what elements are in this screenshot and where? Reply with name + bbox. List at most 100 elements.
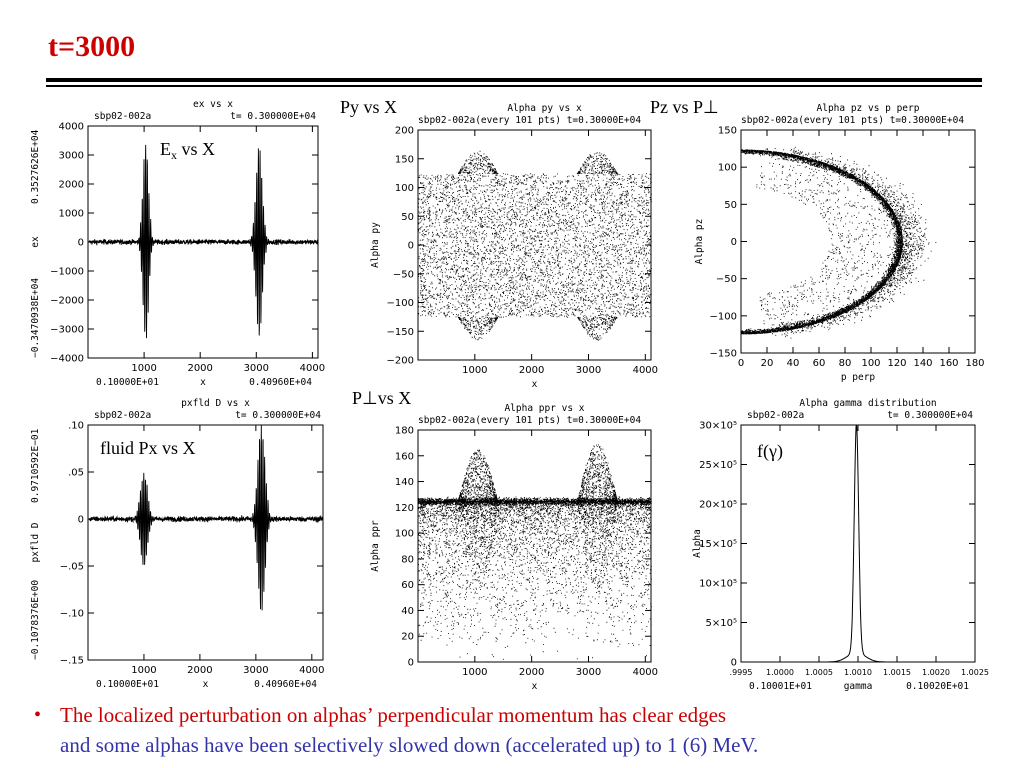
- y-tick-label: −.10: [60, 609, 84, 620]
- chart-header-run: sbp02-002a: [94, 111, 151, 122]
- y-tick-label: 40: [401, 606, 414, 617]
- y-tick-label: 200: [395, 126, 414, 137]
- y-tick-label: 4000: [59, 122, 84, 133]
- y-tick-label: 50: [724, 200, 737, 211]
- chart-fluid-px-vs-x: −.15 −.10 −.05 0 .05 .10 1000 2000 3000 4000 pxfld…: [30, 398, 325, 690]
- chart-header-time: t= 0.300000E+04: [887, 410, 973, 421]
- y-tick-label: 100: [718, 163, 737, 174]
- x-axis-label: x: [532, 379, 538, 390]
- x-tick-label: 20: [761, 358, 774, 369]
- chart-header-run: sbp02-002a: [747, 410, 804, 421]
- chart-header-time: t= 0.300000E+04: [235, 410, 321, 421]
- x-tick-label: 1.0025: [961, 668, 989, 677]
- x-tick-label: 1.0000: [766, 668, 794, 677]
- x-axis-label: x: [203, 679, 209, 690]
- y-tick-label: 60: [401, 580, 414, 591]
- x-tick-label: 3000: [243, 665, 268, 676]
- x-tick-label: 60: [813, 358, 826, 369]
- chart-pz-vs-pperp: −150 −100 −50 0 50 100 150 0 20 40 60 80 100 120 140 16…: [650, 97, 985, 383]
- y-min-value: −0.1078376E+00: [30, 580, 41, 660]
- x-axis-label: x: [532, 681, 538, 692]
- x-max-value: 0.40960E+04: [249, 377, 312, 388]
- x-tick-label: 3000: [576, 365, 601, 376]
- plot-frame: [417, 429, 652, 663]
- y-axis-label: pxfld D: [30, 522, 41, 562]
- y-tick-label: −200: [387, 356, 414, 367]
- title-rule-thick: [46, 78, 982, 82]
- y-axis-label: Alpha ppr: [370, 520, 381, 572]
- x-tick-label: 3000: [576, 667, 601, 678]
- y-tick-label: 0: [408, 241, 414, 252]
- x-tick-label: 1000: [462, 667, 487, 678]
- x-tick-label: 160: [939, 358, 958, 369]
- x-axis-label: p perp: [841, 372, 876, 383]
- chart-annotation: P⊥vs X: [352, 388, 411, 408]
- y-tick-label: 150: [718, 126, 737, 137]
- plots-canvas: −4000−3000−2000−100001000200030004000100…: [30, 97, 989, 692]
- x-tick-label: 180: [965, 358, 984, 369]
- y-tick-label: 0: [78, 515, 84, 526]
- x-min-value: 0.10000E+01: [96, 377, 159, 388]
- x-tick-label: 1000: [131, 665, 156, 676]
- y-tick-label: 0: [731, 658, 737, 669]
- y-tick-label: 0: [408, 658, 414, 669]
- y-tick-label: −.15: [60, 656, 84, 667]
- x-tick-label: 1000: [131, 363, 156, 374]
- chart-annotation: f(γ): [757, 441, 783, 462]
- y-tick-label: 20: [401, 632, 414, 643]
- chart-header-title: ex vs x: [193, 99, 233, 110]
- x-max-value: 0.10020E+01: [906, 681, 969, 692]
- x-tick-label: 40: [787, 358, 800, 369]
- y-tick-label: −3000: [50, 325, 84, 336]
- x-tick-label: 2000: [187, 363, 212, 374]
- chart-header-run: sbp02-002a(every 101 pts) t=0.30000E+04: [741, 115, 964, 126]
- y-tick-label: 150: [395, 154, 414, 165]
- y-max-value: 0.9710592E−01: [30, 428, 41, 503]
- chart-header-run: sbp02-002a(every 101 pts) t=0.30000E+04: [418, 415, 641, 426]
- chart-header-title: pxfld D vs x: [181, 398, 250, 409]
- y-tick-label: 1000: [59, 209, 84, 220]
- y-min-value: −0.3470938E+04: [30, 278, 41, 358]
- y-tick-label: −4000: [50, 354, 84, 365]
- y-tick-label: 10×10⁵: [699, 579, 737, 590]
- data-series-line: [741, 424, 975, 663]
- x-tick-label: 2000: [519, 667, 544, 678]
- y-axis-label: Alpha pz: [694, 219, 705, 265]
- plot-frame: [740, 129, 976, 354]
- y-tick-label: −150: [387, 327, 414, 338]
- chart-py-vs-x: −200 −150 −100 −50 0 50 100 150 200 1000 2000 3000 4…: [340, 97, 658, 390]
- y-tick-label: −1000: [50, 267, 84, 278]
- y-tick-label: 25×10⁵: [699, 460, 737, 471]
- y-tick-label: .10: [68, 421, 84, 432]
- chart-header-title: Alpha ppr vs x: [504, 403, 584, 414]
- x-max-value: 0.40960E+04: [254, 679, 317, 690]
- x-tick-label: .9995: [730, 668, 753, 677]
- x-tick-label: 2000: [187, 665, 212, 676]
- y-tick-label: −100: [710, 311, 737, 322]
- x-tick-label: 1000: [462, 365, 487, 376]
- x-tick-label: 4000: [633, 365, 658, 376]
- bullet-dot-icon: •: [34, 704, 42, 726]
- x-tick-label: 1.0020: [922, 668, 950, 677]
- scatter-points: [418, 150, 652, 341]
- chart-header-title: Alpha py vs x: [507, 103, 582, 114]
- y-tick-label: 140: [395, 477, 414, 488]
- y-tick-label: 80: [401, 554, 414, 565]
- chart-header-run: sbp02-002a(every 101 pts) t=0.30000E+04: [418, 115, 641, 126]
- x-tick-label: 0: [738, 358, 744, 369]
- y-tick-label: 0: [78, 238, 84, 249]
- data-series-line: [88, 144, 319, 339]
- y-axis-label: ex: [30, 236, 41, 248]
- chart-annotation: Py vs X: [340, 97, 397, 117]
- y-tick-label: 15×10⁵: [699, 539, 737, 550]
- chart-gamma-distribution: 0 5×10⁵ 10×10⁵ 15×10⁵ 20×10⁵ 25×10⁵ 30×10⁵ .999…: [692, 398, 989, 692]
- y-tick-label: 0: [731, 237, 737, 248]
- x-tick-label: 3000: [244, 363, 269, 374]
- y-tick-label: 5×10⁵: [706, 618, 737, 629]
- x-tick-label: 4000: [633, 667, 658, 678]
- data-series-line: [88, 425, 324, 611]
- y-max-value: 0.3527626E+04: [30, 129, 41, 204]
- chart-header-time: t= 0.300000E+04: [230, 111, 316, 122]
- y-tick-label: −50: [393, 269, 414, 280]
- y-tick-label: −2000: [50, 296, 84, 307]
